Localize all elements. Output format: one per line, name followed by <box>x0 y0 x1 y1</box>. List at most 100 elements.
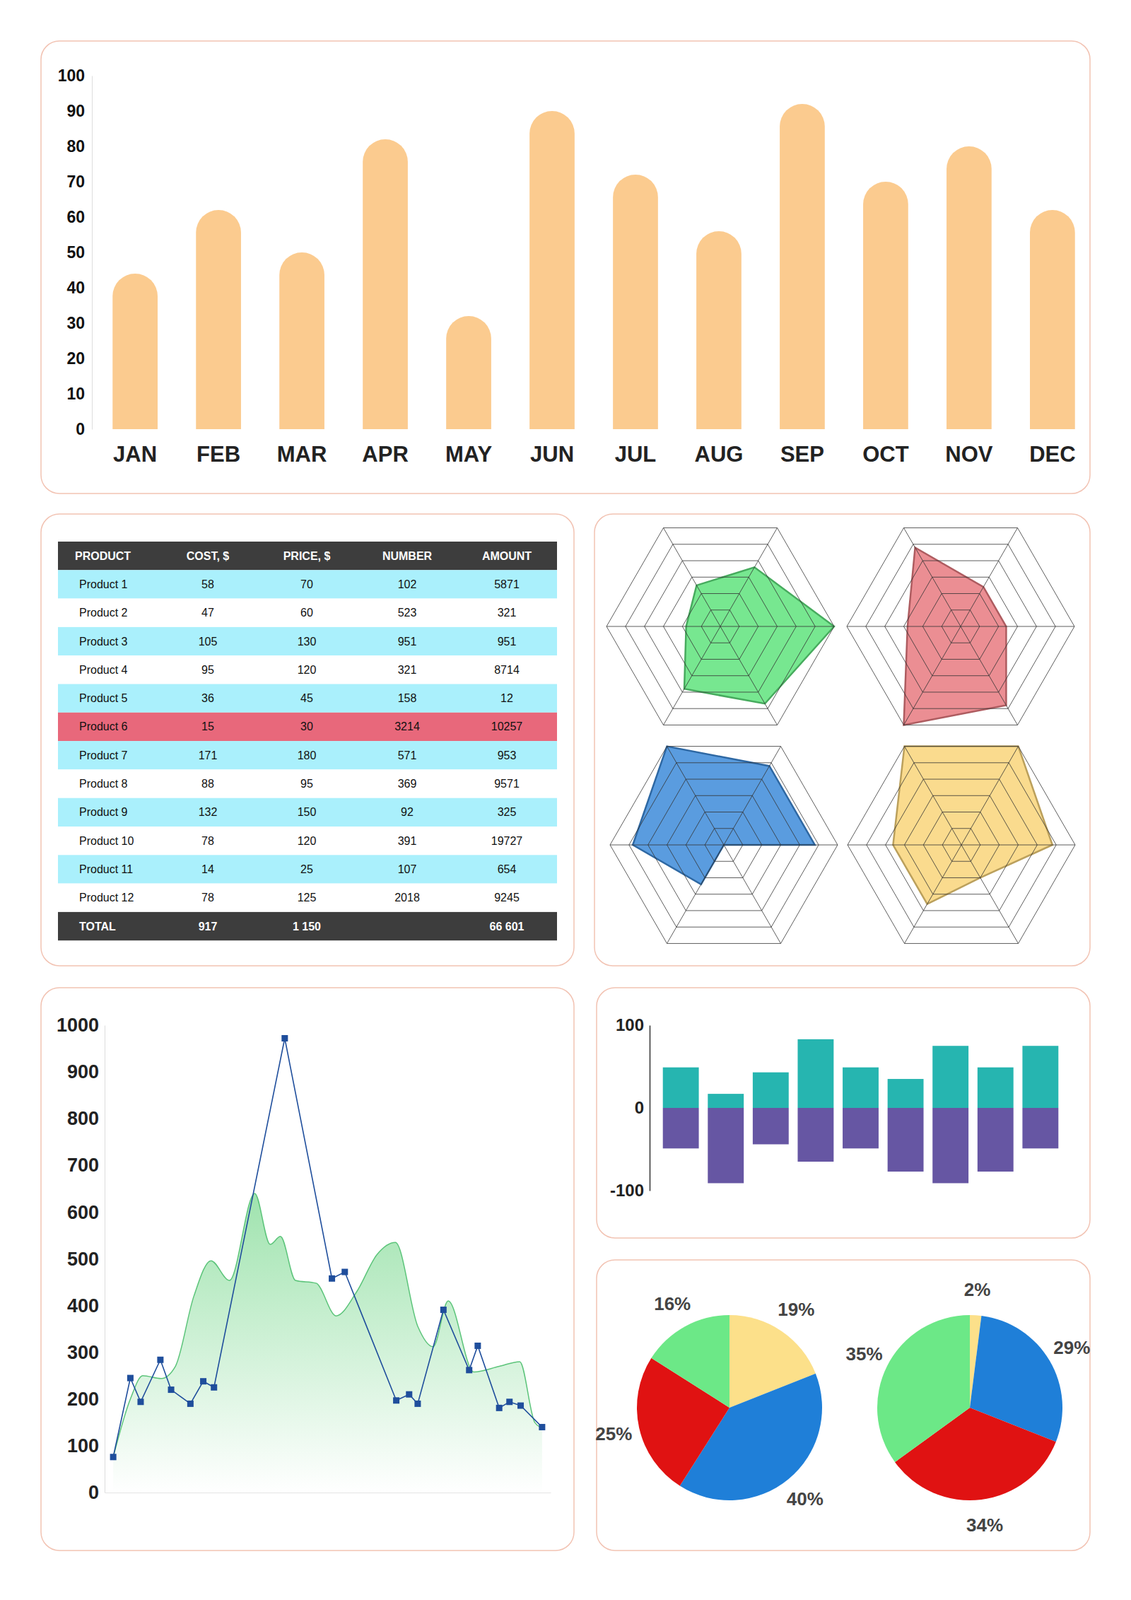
bar <box>977 1067 1014 1108</box>
row-cell: 171 <box>198 749 218 762</box>
row-bg <box>57 883 558 912</box>
row-cell: 325 <box>497 805 517 818</box>
marker <box>341 1268 348 1276</box>
bar <box>529 110 575 430</box>
spoke <box>723 746 782 845</box>
row-cell: Product 3 <box>79 635 128 648</box>
data-label: 34% <box>966 1514 1004 1536</box>
tick-label: DEC <box>1029 441 1076 467</box>
tick: 100 <box>67 1434 105 1457</box>
row-cell: 8714 <box>494 663 520 676</box>
row-bg <box>57 569 558 599</box>
bar <box>663 1067 700 1108</box>
tick: MAR <box>277 441 328 467</box>
tick: JUL <box>614 441 657 467</box>
y-axis: -1000100 <box>610 1015 651 1200</box>
panel <box>594 513 1091 966</box>
axis-line <box>104 1025 106 1493</box>
row-cell: Product 7 <box>79 749 128 762</box>
tick: 0 <box>634 1097 650 1117</box>
marker <box>414 1400 421 1407</box>
axis-line <box>105 1492 552 1493</box>
spoke <box>960 626 1018 725</box>
tick-label: 50 <box>66 243 85 262</box>
bar <box>932 1045 969 1108</box>
tick-label: 500 <box>67 1248 99 1270</box>
row-cell: 369 <box>397 777 418 790</box>
tick-label: 60 <box>66 207 85 227</box>
tick: 1000 <box>56 1014 105 1036</box>
spoke <box>610 844 724 846</box>
marker <box>538 1423 546 1431</box>
panel <box>40 40 1091 494</box>
row-cell: 571 <box>397 749 418 762</box>
row-bg <box>57 854 558 883</box>
radar-area <box>892 746 1052 905</box>
row-cell: 15 <box>201 720 215 733</box>
bar <box>842 1107 879 1148</box>
bar <box>797 1107 834 1162</box>
tick: 0 <box>88 1481 105 1503</box>
diverging-bar-chart: -1000100 <box>610 1015 1059 1200</box>
row-cell: 19727 <box>491 834 524 847</box>
row-cell: 2018 <box>394 891 420 904</box>
header-cell: AMOUNT <box>482 549 532 562</box>
row-cell: 25 <box>300 863 314 876</box>
tick-label: FEB <box>196 441 241 467</box>
spoke <box>663 528 722 627</box>
data-label: 16% <box>653 1292 691 1315</box>
tick: 50 <box>66 243 92 262</box>
bars <box>663 1039 1059 1184</box>
row-cell: Product 6 <box>79 720 128 733</box>
data-label: 2% <box>964 1278 992 1300</box>
row-cell: Product 8 <box>79 777 128 790</box>
row-cell: 125 <box>297 891 317 904</box>
table: PRODUCTCOST, $PRICE, $NUMBERAMOUNTProduc… <box>57 541 558 941</box>
row-cell: 523 <box>397 606 418 619</box>
row-cell: 92 <box>400 805 414 818</box>
header-cell: PRODUCT <box>74 549 131 562</box>
row-cell: 58 <box>201 578 215 591</box>
grid-ring <box>846 528 1075 726</box>
tick-label: MAY <box>445 441 492 467</box>
row-cell: 158 <box>397 692 418 705</box>
row-cell: 132 <box>198 805 218 818</box>
tick: 900 <box>67 1061 105 1083</box>
panel <box>596 1259 1091 1551</box>
bar <box>797 1039 834 1108</box>
spoke <box>720 626 835 627</box>
bar <box>946 146 992 430</box>
dashboard: 0102030405060708090100JANFEBMARAPRMAYJUN… <box>0 0 1131 1600</box>
marker <box>210 1384 218 1391</box>
header-cell: PRICE, $ <box>283 549 331 562</box>
data-label: 19% <box>777 1298 815 1320</box>
tick-label: MAR <box>277 441 328 467</box>
row-cell: 3214 <box>394 720 420 733</box>
row-cell: 130 <box>297 635 317 648</box>
radar-chart <box>847 746 1076 944</box>
tick: 500 <box>67 1248 105 1270</box>
marker <box>517 1402 524 1409</box>
panel <box>40 987 574 1551</box>
radar-chart <box>846 528 1075 726</box>
tick: AUG <box>694 441 744 467</box>
tick-label: 70 <box>66 172 85 191</box>
data-label: 25% <box>595 1422 632 1445</box>
row-cell: 180 <box>297 749 317 762</box>
tick-label: 90 <box>66 101 85 121</box>
row-bg <box>57 798 558 827</box>
tick: APR <box>361 441 408 467</box>
tick: 20 <box>66 349 92 368</box>
bar <box>707 1107 744 1183</box>
tick: 300 <box>67 1341 105 1363</box>
row-bg <box>57 712 558 741</box>
marker <box>281 1034 288 1042</box>
bar <box>696 231 742 430</box>
spoke <box>723 844 838 846</box>
tick: 200 <box>67 1388 105 1410</box>
row-bg <box>57 598 558 627</box>
tick-label: JAN <box>113 441 157 467</box>
bar <box>362 139 408 430</box>
total-cell: 1 150 <box>292 920 321 933</box>
row-cell: 78 <box>201 891 215 904</box>
